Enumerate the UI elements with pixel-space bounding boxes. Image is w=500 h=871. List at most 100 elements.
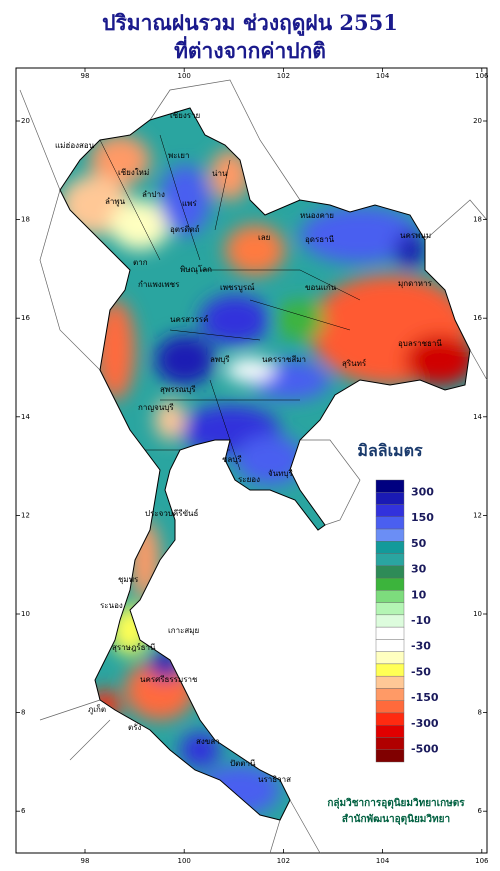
lon-tick-label: 102: [277, 857, 290, 865]
place-label: ชุมพร: [118, 575, 139, 584]
legend-label: 150: [411, 511, 434, 524]
lon-tick-label: 98: [81, 857, 90, 865]
legend-label: 50: [411, 537, 427, 550]
legend-swatch: [375, 590, 405, 603]
credit-line: กลุ่มวิชาการอุตุนิยมวิทยาเกษตร: [327, 797, 465, 809]
title-line: ที่ต่างจากค่าปกติ: [174, 35, 326, 63]
place-label: น่าน: [212, 169, 228, 178]
lon-tick-label: 102: [277, 72, 290, 80]
place-label: พิษณุโลก: [180, 264, 212, 274]
lat-tick-label: 18: [21, 216, 30, 224]
legend-label: -30: [411, 640, 431, 653]
lat-tick-label: 18: [473, 216, 482, 224]
legend-swatch: [375, 541, 405, 554]
lat-tick-label: 10: [473, 610, 482, 618]
legend-label: -10: [411, 614, 431, 627]
legend-swatch: [375, 565, 405, 579]
legend-swatch: [375, 516, 405, 530]
title-line: ปริมาณฝนรวม ช่วงฤดูฝน 2551: [102, 10, 398, 37]
legend-swatch: [375, 675, 405, 689]
legend-swatch: [375, 553, 405, 567]
legend-swatch: [375, 749, 405, 763]
place-labels: เชียงราย แม่ฮ่องสอน เชียงใหม่ ลำพูน ลำปา…: [55, 111, 442, 784]
lat-tick-label: 14: [21, 413, 30, 421]
lat-tick-label: 8: [478, 709, 482, 717]
place-label: จันทบุรี: [268, 469, 294, 478]
place-label: หนองคาย: [300, 211, 334, 220]
place-label: เชียงใหม่: [118, 168, 149, 177]
lon-tick-label: 104: [376, 857, 390, 865]
lat-tick-label: 20: [21, 117, 30, 125]
legend-swatch: [375, 602, 405, 616]
graticule-ticks: 98 98 100 100 102 102 104 104 106 106 6 6 8 8 10 10 12 12…: [16, 68, 489, 865]
legend-swatch: [375, 504, 405, 517]
place-label: ชลบุรี: [222, 455, 242, 464]
place-label: สงขลา: [196, 737, 220, 746]
place-label: ตาก: [133, 258, 148, 267]
place-label: เลย: [258, 233, 270, 242]
lat-tick-label: 8: [21, 709, 25, 717]
place-label: อุตรดิตถ์: [170, 224, 200, 234]
place-label: มุกดาหาร: [398, 279, 433, 288]
place-label: สุพรรณบุรี: [160, 385, 196, 394]
place-label: อุบลราชธานี: [398, 339, 442, 348]
legend-label: 30: [411, 563, 427, 576]
place-label: สุราษฎร์ธานี: [112, 642, 156, 652]
place-label: ภูเก็ต: [88, 704, 106, 715]
legend-label: -150: [411, 691, 439, 704]
lat-tick-label: 16: [21, 314, 30, 322]
lat-tick-label: 16: [473, 314, 482, 322]
legend-label: -50: [411, 665, 431, 678]
lon-tick-label: 100: [178, 72, 191, 80]
legend-swatch: [375, 712, 405, 726]
legend-label: 300: [411, 485, 434, 498]
legend-title: มิลลิเมตร: [357, 441, 423, 460]
legend-swatch: [375, 626, 405, 640]
legend-swatch: [375, 639, 405, 652]
place-label: ระยอง: [238, 475, 260, 484]
lon-tick-label: 98: [81, 72, 90, 80]
place-label: เชียงราย: [170, 111, 200, 120]
lat-tick-label: 14: [473, 413, 482, 421]
lat-tick-label: 12: [21, 511, 30, 519]
legend-swatch: [375, 577, 405, 591]
place-label: เพชรบูรณ์: [220, 282, 255, 293]
place-label: นราธิวาส: [258, 775, 291, 784]
place-label: ลำพูน: [105, 197, 126, 207]
place-label: แพร่: [182, 199, 197, 208]
place-label: ขอนแก่น: [305, 283, 337, 292]
place-label: สุรินทร์: [342, 358, 367, 368]
lon-tick-label: 106: [475, 857, 489, 865]
place-label: ปัตตานี: [230, 759, 256, 768]
place-label: ลำปาง: [142, 190, 165, 199]
lat-tick-label: 6: [478, 807, 483, 815]
lat-tick-label: 20: [473, 117, 482, 125]
lat-tick-label: 10: [21, 610, 30, 618]
place-label: แม่ฮ่องสอน: [55, 141, 95, 150]
place-label: นครพนม: [400, 231, 431, 240]
place-label: ลพบุรี: [210, 355, 230, 364]
lon-tick-label: 106: [475, 72, 489, 80]
place-label: ตรัง: [128, 723, 141, 732]
place-label: อุดรธานี: [305, 235, 335, 244]
legend: 300 150 50 30 10 -10 -30 -50 -150 -300 -500: [375, 479, 439, 763]
legend-swatch: [375, 700, 405, 714]
place-label: กาญจนบุรี: [138, 403, 174, 412]
legend-swatch: [375, 479, 405, 493]
legend-swatch: [375, 688, 405, 701]
place-label: นครศรีธรรมราช: [140, 675, 198, 684]
legend-swatch: [375, 725, 405, 738]
legend-swatch: [375, 614, 405, 628]
legend-swatch: [375, 737, 405, 750]
place-label: นครสวรรค์: [170, 314, 208, 324]
lon-tick-label: 100: [178, 857, 191, 865]
legend-label: -300: [411, 717, 439, 730]
place-label: พะเยา: [168, 151, 189, 160]
place-label: ประจวบคีรีขันธ์: [145, 508, 199, 518]
legend-label: -500: [411, 743, 439, 756]
lon-tick-label: 104: [376, 72, 390, 80]
legend-swatch: [375, 492, 405, 505]
place-label: เกาะสมุย: [168, 626, 199, 635]
